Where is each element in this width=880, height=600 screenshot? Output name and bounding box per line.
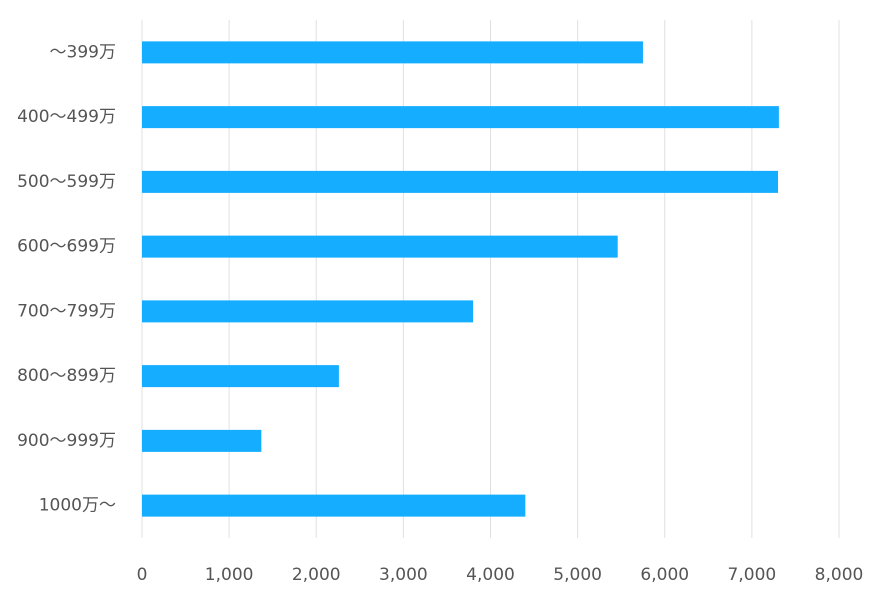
bar — [142, 494, 526, 517]
x-tick-label: 1,000 — [205, 565, 254, 585]
y-tick-label: 800～899万 — [17, 366, 116, 386]
x-tick-label: 8,000 — [815, 565, 864, 585]
x-tick-label: 7,000 — [728, 565, 777, 585]
bar — [142, 106, 779, 129]
y-tick-label: 600～699万 — [17, 237, 116, 257]
x-tick-label: 4,000 — [466, 565, 515, 585]
bar — [142, 170, 779, 193]
bar — [142, 365, 339, 388]
x-tick-label: 0 — [137, 565, 148, 585]
bar — [142, 429, 262, 452]
y-tick-label: 500～599万 — [17, 172, 116, 192]
y-tick-label: 1000万～ — [39, 496, 116, 516]
x-tick-label: 3,000 — [379, 565, 428, 585]
y-tick-label: ～399万 — [50, 42, 116, 62]
y-tick-label: 400～499万 — [17, 107, 116, 127]
bar — [142, 235, 618, 258]
bar — [142, 300, 474, 323]
y-tick-label: 700～799万 — [17, 301, 116, 321]
bar — [142, 41, 643, 64]
x-tick-label: 2,000 — [292, 565, 341, 585]
y-tick-label: 900～999万 — [17, 431, 116, 451]
x-tick-label: 6,000 — [640, 565, 689, 585]
x-tick-label: 5,000 — [553, 565, 602, 585]
